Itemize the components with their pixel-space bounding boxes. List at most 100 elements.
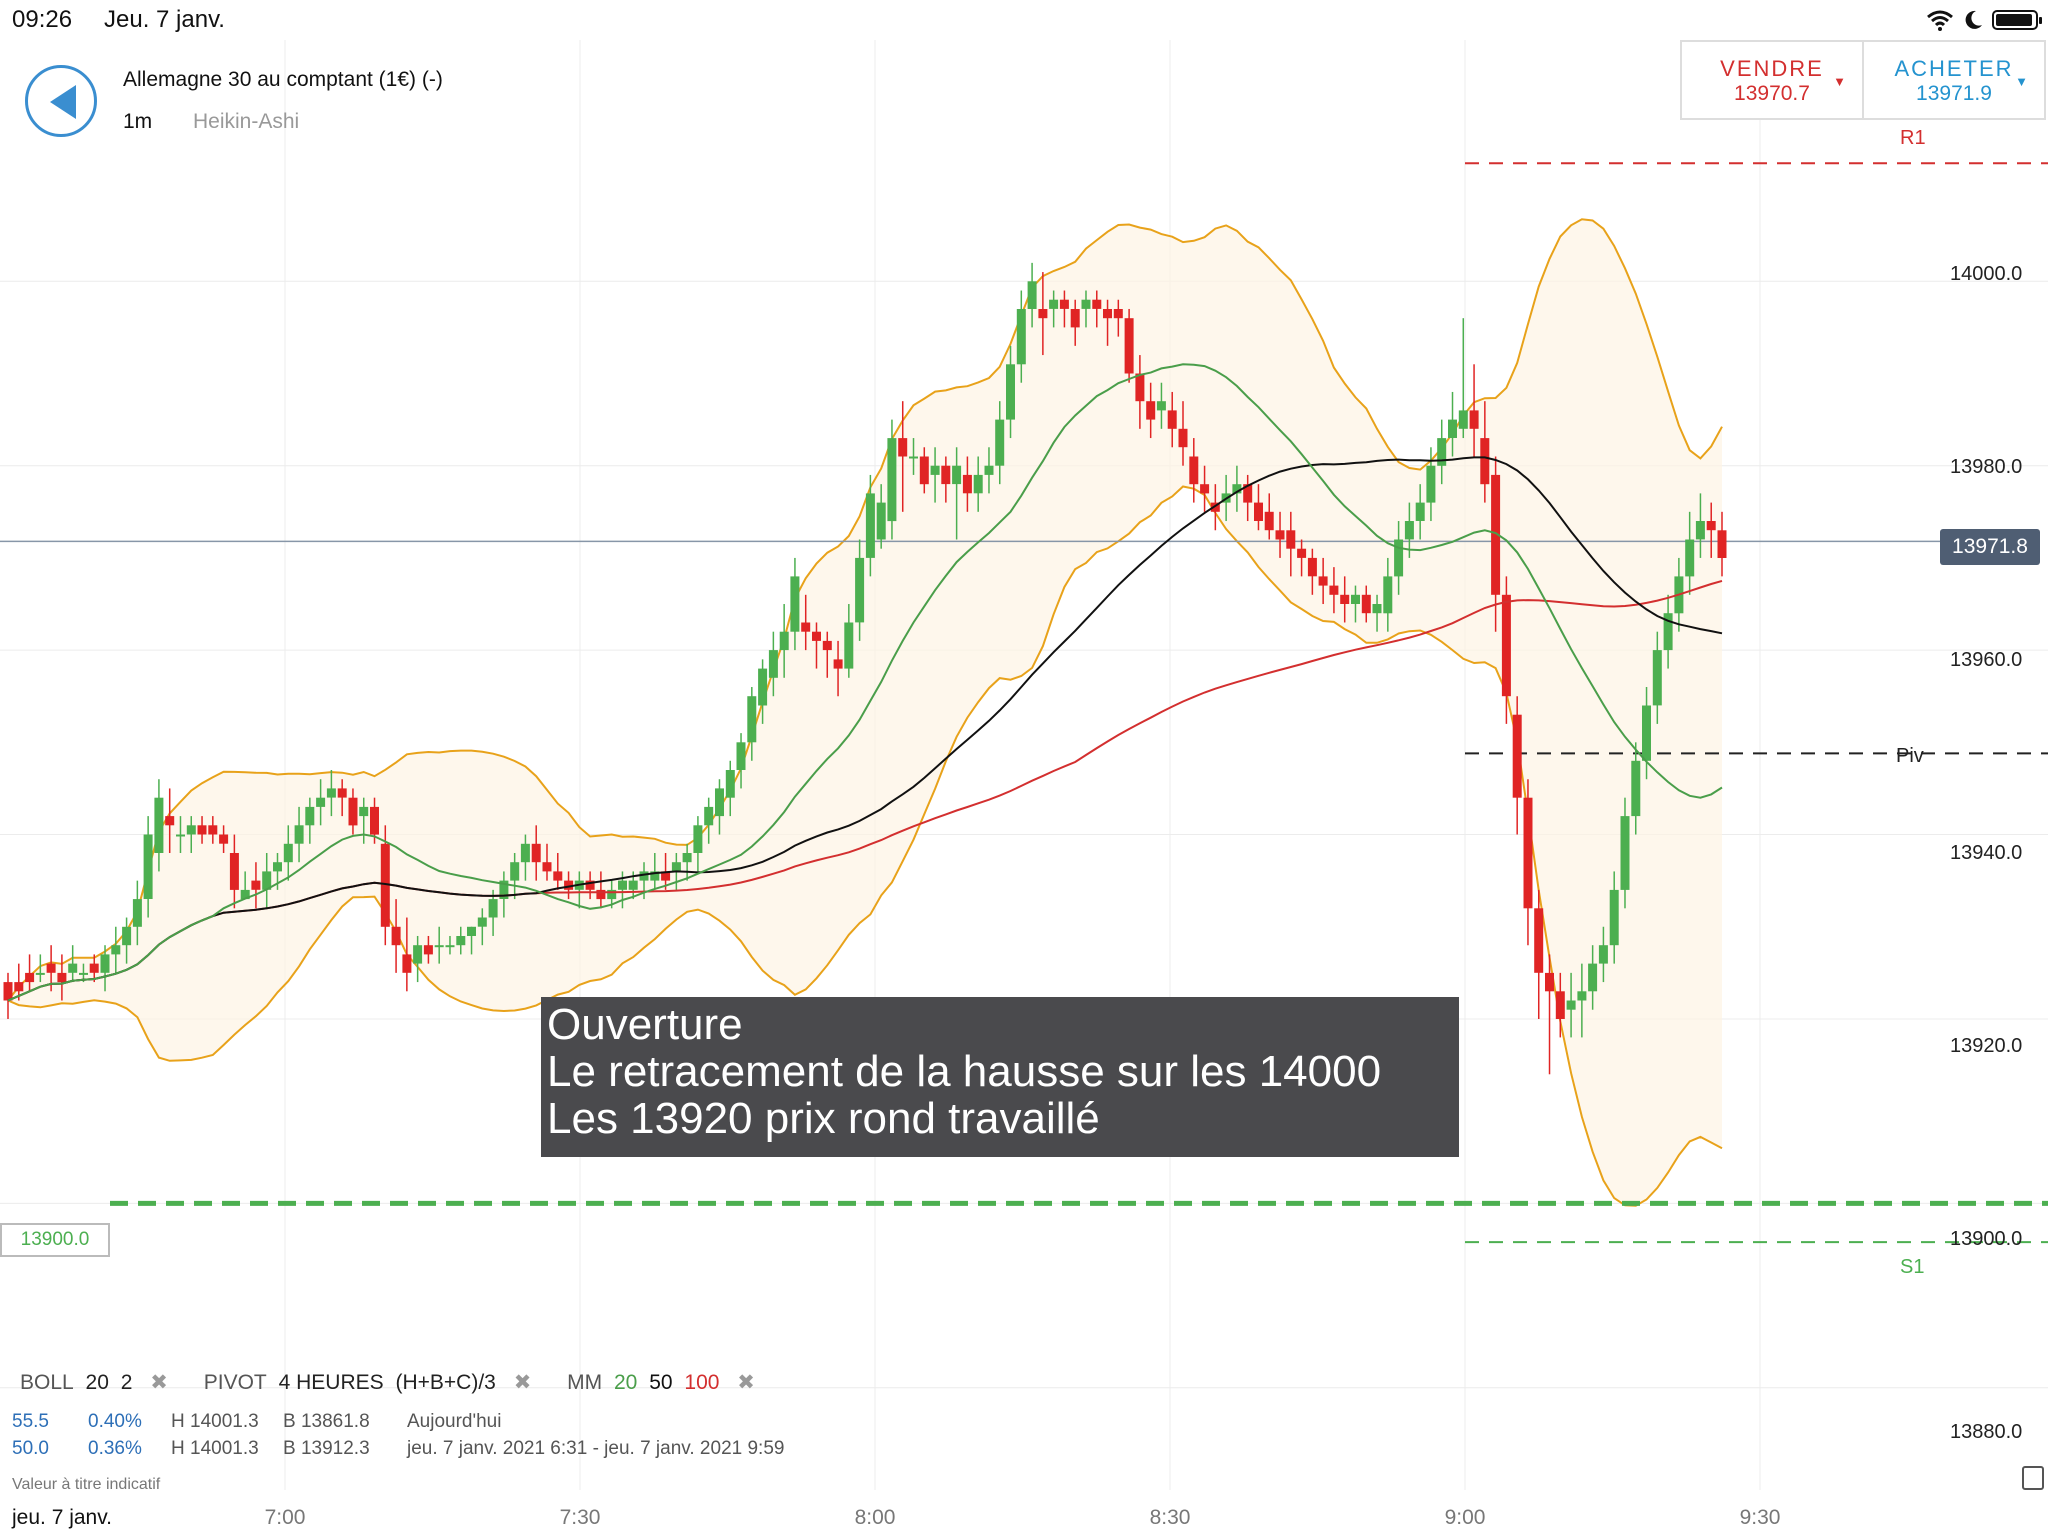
price-tick: 14000.0 <box>1950 263 2023 285</box>
candle-body <box>122 926 132 946</box>
candle-body <box>941 465 951 485</box>
candle-body <box>89 963 99 973</box>
boll-dev: 2 <box>120 1371 133 1394</box>
price-tick: 13980.0 <box>1950 456 2023 478</box>
sell-button[interactable]: VENDRE 13970.7 ▼ <box>1682 42 1862 118</box>
candle-body <box>790 576 800 632</box>
chart-type-selector[interactable]: Heikin-Ashi <box>193 110 300 133</box>
candle-body <box>984 465 994 475</box>
candle-body <box>1006 364 1015 420</box>
candle-body <box>855 557 865 623</box>
stats-low: B 13912.3 <box>283 1438 370 1459</box>
candle-body <box>391 926 401 946</box>
candle-body <box>995 419 1005 466</box>
candle-body <box>402 954 412 973</box>
annotation-line: Ouverture <box>547 1000 743 1049</box>
candle-body <box>1577 991 1587 1001</box>
candle-body <box>1458 410 1468 429</box>
sell-price: 13970.7 <box>1734 82 1810 105</box>
candle-body <box>370 806 379 835</box>
back-button[interactable] <box>25 65 97 137</box>
candle-body <box>1631 760 1641 817</box>
candle-body <box>510 862 520 881</box>
candle-body <box>380 843 390 927</box>
annotation-box[interactable]: Ouverture Le retracement de la hausse su… <box>541 997 1459 1157</box>
candle-body <box>68 963 78 973</box>
candle-body <box>240 889 250 900</box>
s1-label: S1 <box>1900 1256 1925 1278</box>
candle-body <box>1351 594 1360 604</box>
candle-body <box>1437 438 1447 466</box>
battery-icon <box>1992 10 2042 30</box>
candle-body <box>962 474 972 494</box>
candle-body <box>596 889 606 900</box>
buy-caret-icon: ▼ <box>2015 74 2028 89</box>
ma-label[interactable]: MM <box>567 1371 603 1394</box>
candle-body <box>348 797 358 826</box>
candle-body <box>1469 410 1479 429</box>
price-tick: 13940.0 <box>1950 842 2023 864</box>
candle-body <box>1512 714 1522 798</box>
time-tick: 7:00 <box>264 1506 306 1529</box>
candle-body <box>165 816 175 826</box>
remove-boll-icon[interactable]: ✖ <box>150 1371 168 1394</box>
calendar-icon[interactable] <box>2022 1466 2044 1490</box>
candle-body <box>35 972 45 975</box>
candle-body <box>1232 484 1242 494</box>
candle-body <box>1016 309 1026 365</box>
sell-caret-icon: ▼ <box>1833 74 1846 89</box>
candle-body <box>520 843 530 863</box>
time-tick: 9:30 <box>1739 1506 1781 1529</box>
candle-body <box>1609 889 1619 946</box>
bollinger-band-fill <box>8 219 1722 1206</box>
price-alert-tag[interactable]: 13900.0 <box>0 1223 110 1257</box>
pivot-ind-label[interactable]: PIVOT <box>203 1371 267 1394</box>
candle-body <box>305 806 315 826</box>
annotation-line: Le retracement de la hausse sur les 1400… <box>547 1047 1382 1096</box>
candle-body <box>1307 557 1317 577</box>
candle-body <box>208 825 218 835</box>
stats-percent: 0.36% <box>88 1438 142 1459</box>
candle-body <box>1448 419 1457 438</box>
pivot-formula: (H+B+C)/3 <box>395 1371 496 1394</box>
time-tick: 8:30 <box>1149 1506 1191 1529</box>
status-icons <box>1926 6 2042 34</box>
status-time: 09:26 <box>12 6 73 33</box>
candle-body <box>628 880 638 890</box>
candle-body <box>1113 309 1123 319</box>
candle-body <box>865 493 875 558</box>
candle-body <box>1545 972 1554 992</box>
stats-row: 55.5 0.40% H 14001.3 B 13861.8 Aujourd'hui <box>12 1411 501 1433</box>
candle-body <box>973 474 983 494</box>
candle-body <box>1038 309 1048 319</box>
candle-body <box>14 982 24 992</box>
stats-low: B 13861.8 <box>283 1411 370 1432</box>
candle-body <box>779 631 789 651</box>
buy-button[interactable]: ACHETER 13971.9 ▼ <box>1862 42 2044 118</box>
candle-body <box>1027 281 1037 309</box>
candle-body <box>1663 613 1673 651</box>
remove-ma-icon[interactable]: ✖ <box>737 1371 755 1394</box>
candle-body <box>564 880 574 890</box>
candle-body <box>919 456 929 485</box>
candle-body <box>434 945 444 948</box>
remove-pivot-icon[interactable]: ✖ <box>513 1371 532 1394</box>
candle-body <box>1081 299 1091 309</box>
candle-body <box>1415 502 1425 521</box>
disclaimer: Valeur à titre indicatif <box>12 1476 161 1493</box>
candle-body <box>1340 594 1350 604</box>
candle-body <box>671 862 681 872</box>
candle-body <box>1254 502 1263 521</box>
timeframe-selector[interactable]: 1m <box>123 110 153 133</box>
candle-body <box>1092 299 1102 309</box>
candle-body <box>898 438 908 457</box>
wifi-icon <box>1927 10 1953 31</box>
candle-body <box>1566 1000 1576 1010</box>
stats-period: Aujourd'hui <box>407 1411 502 1432</box>
candle-body <box>1070 309 1080 328</box>
boll-label[interactable]: BOLL <box>20 1371 74 1394</box>
candle-body <box>1264 511 1274 531</box>
candle-body <box>801 622 811 632</box>
candle-body <box>25 972 35 983</box>
